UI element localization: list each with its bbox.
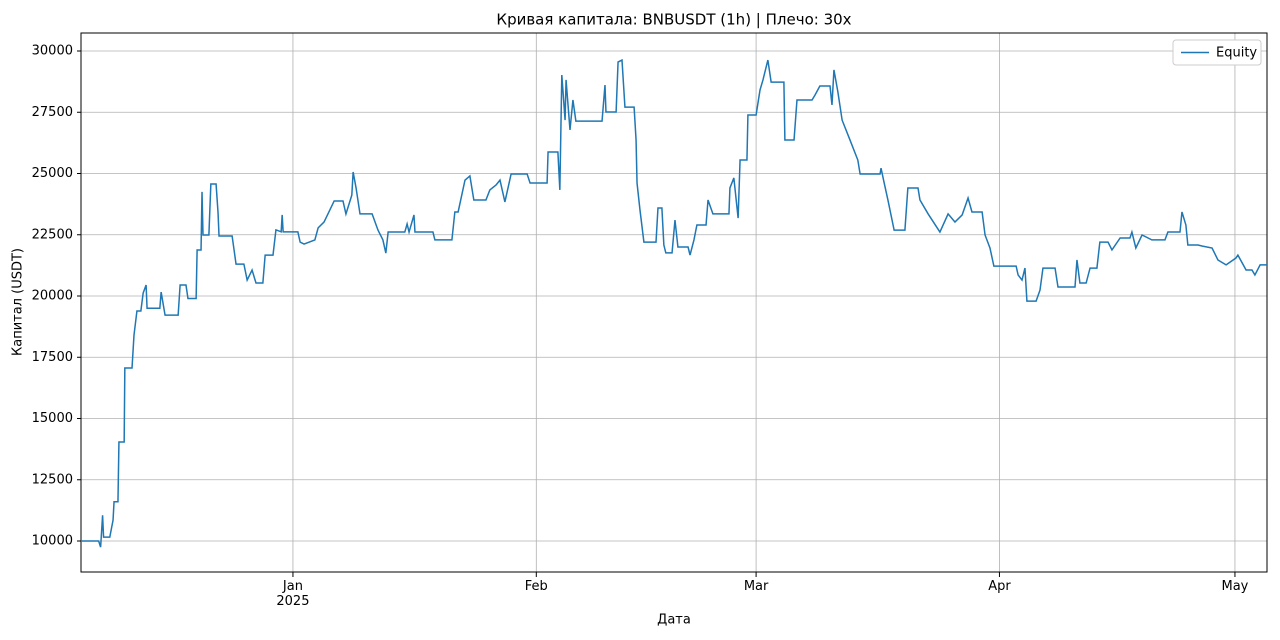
- x-tick-label: Jan 2025: [276, 579, 310, 609]
- x-tick-label: May: [1221, 579, 1249, 594]
- y-tick-label: 22500: [32, 227, 73, 242]
- y-tick-label: 20000: [32, 289, 73, 304]
- y-tick-label: 30000: [32, 44, 73, 59]
- x-tick-label: Mar: [743, 579, 769, 594]
- y-tick-label: 15000: [32, 411, 73, 426]
- equity-line: [81, 58, 1267, 548]
- legend-label: Equity: [1216, 46, 1257, 61]
- y-tick-label: 12500: [32, 472, 73, 487]
- y-axis-label: Капитал (USDT): [11, 248, 26, 356]
- y-tick-label: 10000: [32, 534, 73, 549]
- plot-frame: [80, 32, 1268, 573]
- legend-box: [1172, 39, 1262, 66]
- x-axis-label: Дата: [657, 613, 691, 628]
- y-tick-label: 27500: [32, 105, 73, 120]
- x-tick-label: Apr: [988, 579, 1011, 594]
- y-tick-label: 17500: [32, 350, 73, 365]
- x-tick-label: Feb: [524, 579, 548, 594]
- chart-title: Кривая капитала: BNBUSDT (1h) | Плечо: 3…: [496, 11, 851, 29]
- y-tick-label: 25000: [32, 166, 73, 181]
